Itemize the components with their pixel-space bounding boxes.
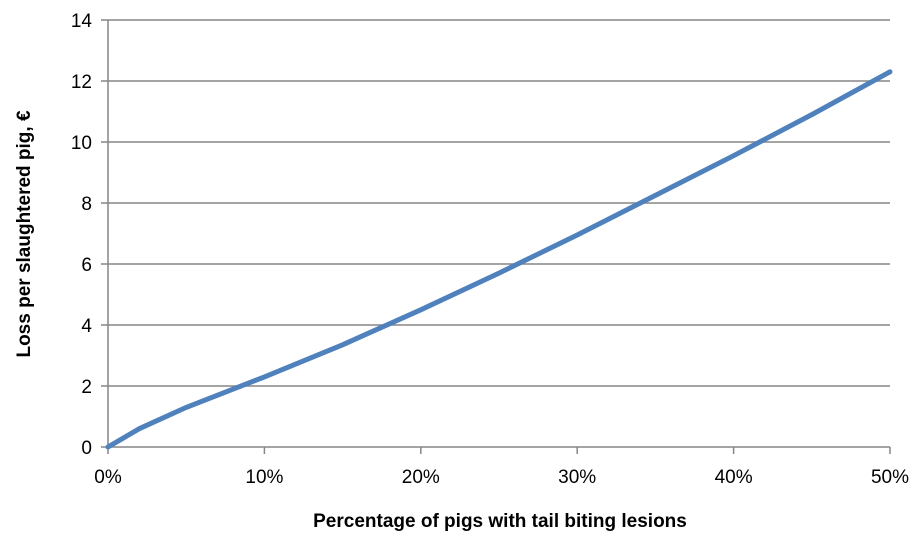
axes	[101, 19, 891, 454]
y-tick-label: 8	[81, 194, 92, 215]
series-line-0	[105, 69, 893, 450]
y-tick-label: 10	[71, 133, 92, 154]
x-tick-label: 40%	[715, 467, 753, 488]
x-tick-label: 20%	[402, 467, 440, 488]
x-tick-labels: 0% 10% 20% 30% 40% 50%	[94, 467, 909, 488]
series-group	[105, 69, 893, 450]
x-axis-title: Percentage of pigs with tail biting lesi…	[313, 511, 687, 532]
x-tick-label: 10%	[245, 467, 283, 488]
y-tick-label: 0	[81, 438, 92, 459]
x-tick-label: 50%	[871, 467, 909, 488]
y-axis-title: Loss per slaughtered pig, €	[14, 110, 35, 357]
y-tick-labels: 0 2 4 6 8 10 12 14	[71, 11, 93, 459]
x-tick-label: 30%	[558, 467, 596, 488]
x-tick-label: 0%	[94, 467, 122, 488]
y-tick-label: 2	[81, 377, 92, 398]
y-tick-label: 6	[81, 255, 92, 276]
y-tick-label: 14	[71, 11, 93, 32]
y-tick-label: 12	[71, 72, 92, 93]
gridlines	[108, 19, 890, 387]
y-tick-label: 4	[81, 316, 92, 337]
